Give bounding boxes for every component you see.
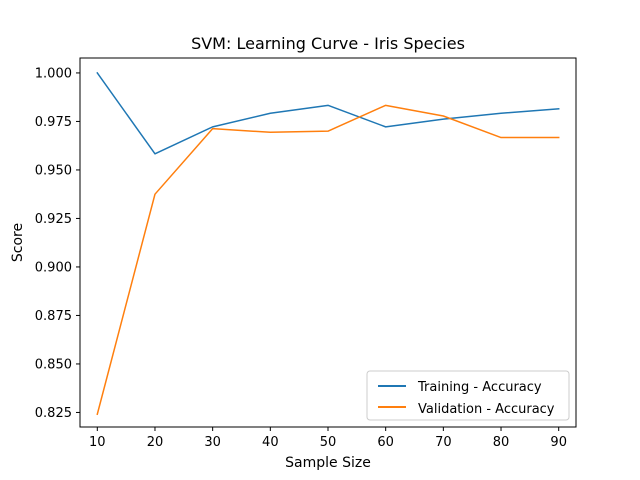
y-tick-label: 0.925 xyxy=(35,212,72,227)
legend-label-validation: Validation - Accuracy xyxy=(418,402,555,417)
x-tick-label: 70 xyxy=(435,435,452,450)
legend: Training - Accuracy Validation - Accurac… xyxy=(366,370,570,421)
y-tick-label: 0.825 xyxy=(35,406,72,421)
training-accuracy-line xyxy=(96,71,560,155)
x-tick-label: 50 xyxy=(320,435,337,450)
validation-accuracy-line xyxy=(96,104,560,416)
y-tick-label: 0.850 xyxy=(35,357,72,372)
legend-label-training: Training - Accuracy xyxy=(417,380,542,395)
x-tick-label: 80 xyxy=(493,435,510,450)
x-tick-label: 60 xyxy=(377,435,394,450)
y-axis-ticks: 0.825 0.850 0.875 0.900 0.925 0.950 0.975 1.000 xyxy=(35,66,80,421)
plot-area xyxy=(80,58,576,427)
x-axis-ticks: 10 20 30 40 50 60 70 80 90 xyxy=(89,427,567,450)
x-tick-label: 30 xyxy=(204,435,221,450)
y-tick-label: 0.900 xyxy=(35,260,72,275)
x-axis-label: Sample Size xyxy=(285,455,371,471)
x-tick-label: 20 xyxy=(147,435,164,450)
legend-box xyxy=(366,370,570,421)
series-layer xyxy=(96,71,560,416)
y-axis-label: Score xyxy=(10,223,26,262)
y-tick-label: 0.875 xyxy=(35,309,72,324)
x-tick-label: 90 xyxy=(550,435,567,450)
x-tick-label: 40 xyxy=(262,435,279,450)
y-tick-label: 1.000 xyxy=(35,66,72,81)
chart-title: SVM: Learning Curve - Iris Species xyxy=(191,34,465,53)
y-tick-label: 0.950 xyxy=(35,163,72,178)
y-tick-label: 0.975 xyxy=(35,115,72,130)
x-tick-label: 10 xyxy=(89,435,106,450)
